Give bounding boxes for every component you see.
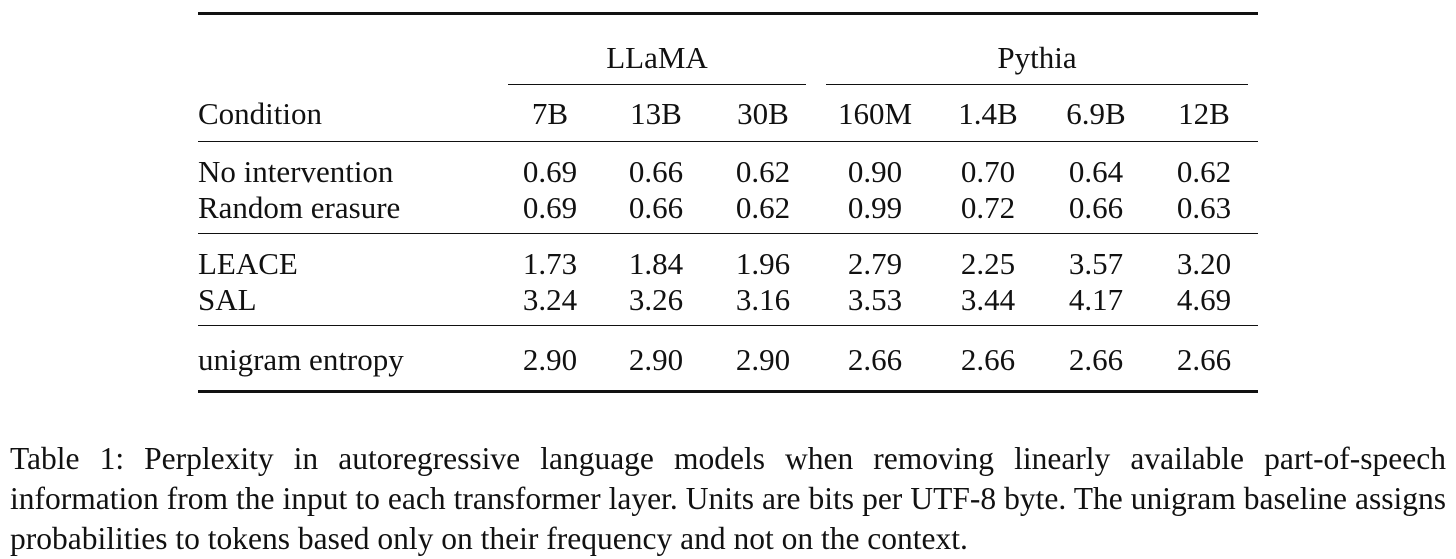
table-cell: 2.90 <box>735 341 791 377</box>
table-cell: 3.26 <box>628 281 684 317</box>
table-cell: 0.64 <box>1068 154 1124 189</box>
row-label: Random erasure <box>198 189 401 225</box>
column-header-pythia-12b: 12B <box>1178 95 1230 131</box>
table-cell: 2.79 <box>847 246 903 281</box>
column-header-llama-7b: 7B <box>531 95 569 131</box>
column-header-pythia-1.4b: 1.4B <box>958 95 1018 131</box>
table-cell: 2.25 <box>960 246 1016 281</box>
column-header-llama-30b: 30B <box>737 95 789 131</box>
table-cell: 2.66 <box>1068 341 1124 377</box>
row-label: unigram entropy <box>198 341 404 377</box>
table-cell: 2.66 <box>960 341 1016 377</box>
table-cell: 3.24 <box>522 281 578 317</box>
table-row: unigram entropy 2.90 2.90 2.90 2.66 2.66… <box>198 325 1258 392</box>
column-header-condition: Condition <box>198 95 323 131</box>
table-cell: 0.99 <box>847 189 903 225</box>
row-label: No intervention <box>198 154 394 189</box>
table-cell: 3.57 <box>1068 246 1124 281</box>
table-caption: Table 1: Perplexity in autoregressive la… <box>10 440 1446 556</box>
group-header-pythia: Pythia <box>816 14 1258 85</box>
column-header-row: Condition 7B 13B 30B 160M 1.4B 6.9B 12B <box>198 85 1258 142</box>
table-cell: 3.16 <box>735 281 791 317</box>
table-cell: 2.66 <box>847 341 903 377</box>
table-cell: 0.69 <box>522 189 578 225</box>
table-cell: 0.66 <box>628 189 684 225</box>
group-label-pythia: Pythia <box>997 40 1077 75</box>
column-header-pythia-160m: 160M <box>837 95 913 131</box>
table-cell: 0.62 <box>735 189 791 225</box>
table-cell: 1.73 <box>522 246 578 281</box>
table-cell: 3.20 <box>1176 246 1232 281</box>
table-cell: 0.62 <box>1176 154 1232 189</box>
table-row: SAL 3.24 3.26 3.16 3.53 3.44 4.17 4.69 <box>198 279 1258 326</box>
table-cell: 3.53 <box>847 281 903 317</box>
table-cell: 2.90 <box>522 341 578 377</box>
results-table-container: LLaMA Pythia Condition 7B 13B 30B 160M 1… <box>198 12 1258 393</box>
table-cell: 0.90 <box>847 154 903 189</box>
row-label: SAL <box>198 281 257 317</box>
table-cell: 2.66 <box>1176 341 1232 377</box>
table-cell: 0.62 <box>735 154 791 189</box>
table-cell: 4.69 <box>1176 281 1232 317</box>
row-label: LEACE <box>198 246 298 281</box>
group-header-row: LLaMA Pythia <box>198 13 1258 86</box>
table-cell: 1.96 <box>735 246 791 281</box>
table-row: No intervention 0.69 0.66 0.62 0.90 0.70… <box>198 141 1258 189</box>
results-table: LLaMA Pythia Condition 7B 13B 30B 160M 1… <box>198 12 1258 393</box>
table-cell: 0.70 <box>960 154 1016 189</box>
cmidrule-pythia <box>826 84 1248 85</box>
group-label-llama: LLaMA <box>606 40 708 75</box>
table-cell: 0.63 <box>1176 189 1232 225</box>
cmidrule-llama <box>508 84 806 85</box>
group-header-llama: LLaMA <box>498 14 816 85</box>
column-header-pythia-6.9b: 6.9B <box>1066 95 1126 131</box>
table-cell: 0.66 <box>628 154 684 189</box>
table-cell: 3.44 <box>960 281 1016 317</box>
table-row: Random erasure 0.69 0.66 0.62 0.99 0.72 … <box>198 187 1258 234</box>
table-row: LEACE 1.73 1.84 1.96 2.79 2.25 3.57 3.20 <box>198 233 1258 281</box>
table-cell: 0.69 <box>522 154 578 189</box>
table-cell: 1.84 <box>628 246 684 281</box>
table-cell: 0.66 <box>1068 189 1124 225</box>
group-header-empty <box>198 14 498 86</box>
table-cell: 4.17 <box>1068 281 1124 317</box>
column-header-llama-13b: 13B <box>630 95 682 131</box>
table-cell: 2.90 <box>628 341 684 377</box>
table-cell: 0.72 <box>960 189 1016 225</box>
